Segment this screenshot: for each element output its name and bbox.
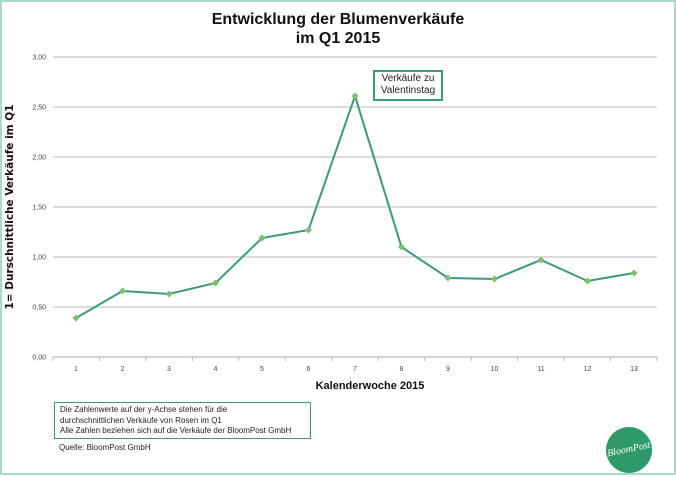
data-point <box>537 256 545 264</box>
x-tick-label: 7 <box>353 366 357 373</box>
valentine-annotation: Verkäufe zu Valentinstag <box>373 70 443 101</box>
x-tick-label: 5 <box>260 366 264 373</box>
x-tick-label: 6 <box>307 366 311 373</box>
data-point <box>630 269 638 277</box>
data-point <box>491 275 498 283</box>
chart-title: Entwicklung der Blumenverkäufe im Q1 201… <box>0 10 676 48</box>
y-tick-label: 1,00 <box>32 255 46 262</box>
y-tick-label: 2,50 <box>32 105 46 112</box>
x-tick-label: 2 <box>121 366 125 373</box>
y-tick-label: 0,50 <box>32 305 46 312</box>
y-tick-label: 0,00 <box>32 355 46 362</box>
x-tick-label: 12 <box>584 366 592 373</box>
x-tick-label: 10 <box>491 366 499 373</box>
x-tick-label: 9 <box>446 366 450 373</box>
x-tick-label: 4 <box>214 366 218 373</box>
title-line-1: Entwicklung der Blumenverkäufe <box>211 11 465 28</box>
data-point <box>305 226 312 234</box>
data-point <box>165 290 173 298</box>
x-tick-label: 1 <box>74 366 78 373</box>
footnote-box: Die Zahlenwerte auf der y-Achse stehen f… <box>54 402 311 439</box>
footnote-line: durchschnittlichen Verkäufe von Rosen im… <box>60 415 222 425</box>
x-tick-label: 3 <box>167 366 171 373</box>
y-tick-label: 1,50 <box>32 205 46 212</box>
y-axis-label: 1= Durschnittliche Verkäufe im Q1 <box>4 104 16 310</box>
y-tick-label: 3,00 <box>32 55 46 62</box>
footnote-line: Die Zahlenwerte auf der y-Achse stehen f… <box>60 405 228 414</box>
annotation-line-2: Valentinstag <box>380 85 436 96</box>
footnote-line: Alle Zahlen beziehen sich auf die Verkäu… <box>60 426 292 435</box>
annotation-line-1: Verkäufe zu <box>381 73 435 84</box>
data-point <box>351 92 359 100</box>
x-axis-label: Kalenderwoche 2015 <box>315 380 425 392</box>
data-point <box>398 243 405 251</box>
data-point <box>212 279 219 287</box>
data-point <box>258 234 266 242</box>
y-tick-label: 2,00 <box>32 155 46 162</box>
title-line-2: im Q1 2015 <box>295 30 381 47</box>
data-point <box>584 277 591 285</box>
data-point <box>119 287 126 295</box>
x-tick-label: 8 <box>400 366 404 373</box>
data-point <box>444 274 452 282</box>
data-point <box>72 314 80 322</box>
x-tick-label: 11 <box>537 366 544 373</box>
source-text: Quelle: BloomPost GmbH <box>59 443 151 452</box>
x-tick-label: 13 <box>630 366 638 373</box>
